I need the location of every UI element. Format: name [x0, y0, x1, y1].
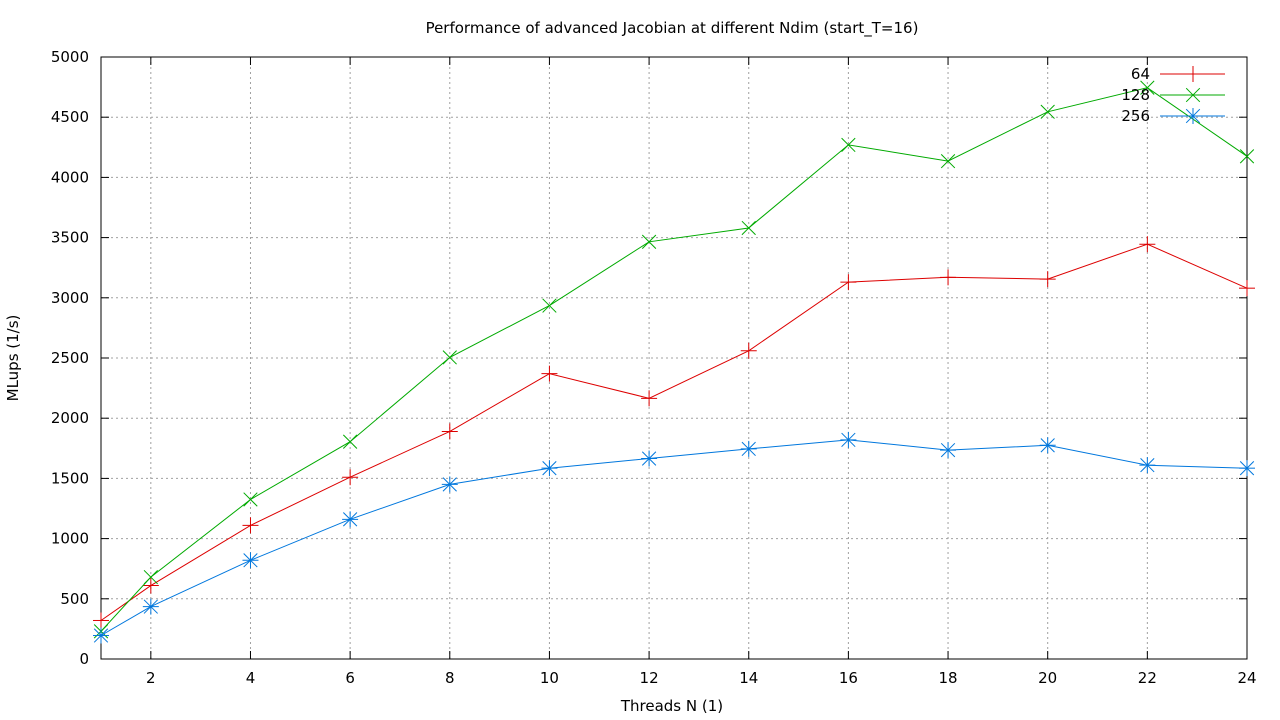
data-point: [1040, 104, 1055, 119]
data-point: [442, 350, 457, 365]
data-point: [243, 492, 258, 507]
legend-label: 256: [1121, 107, 1150, 125]
data-point: [93, 627, 109, 644]
series-128: [93, 80, 1255, 639]
data-point: [142, 577, 159, 594]
data-point: [1039, 437, 1056, 454]
data-point: [1139, 236, 1156, 253]
x-axis-label: Threads N (1): [620, 697, 723, 715]
x-tick-label: 2: [146, 669, 156, 687]
data-point: [342, 469, 359, 486]
x-tick-label: 10: [540, 669, 559, 687]
series-line: [100, 243, 1248, 621]
data-point: [93, 612, 109, 629]
data-point: [840, 431, 857, 448]
grid: [101, 57, 1247, 659]
x-tick-label: 22: [1138, 669, 1157, 687]
data-point: [1239, 280, 1255, 297]
x-tick-label: 16: [839, 669, 858, 687]
y-tick-label: 4000: [51, 168, 89, 186]
data-point: [541, 460, 558, 477]
data-point: [441, 423, 458, 440]
data-point: [940, 269, 957, 286]
data-point: [841, 137, 856, 153]
series-group: [93, 80, 1255, 644]
x-tick-label: 4: [246, 669, 256, 687]
x-tick-label: 18: [938, 669, 957, 687]
data-point: [641, 390, 658, 407]
legend-label: 64: [1131, 65, 1150, 83]
data-point: [1239, 149, 1255, 164]
data-point: [342, 511, 359, 528]
data-point: [741, 220, 756, 236]
data-point: [1139, 457, 1156, 474]
axis-ticks: 0 500 1000 1500 2000 2500 3000 3500 4000 4500 5000…: [51, 48, 1257, 687]
data-point: [1140, 80, 1155, 95]
data-point: [242, 552, 259, 569]
chart-title: Performance of advanced Jacobian at diff…: [426, 19, 919, 38]
y-tick-label: 4500: [51, 108, 89, 126]
series-line: [100, 87, 1248, 632]
y-tick-label: 0: [79, 650, 89, 668]
legend: 64 128 256: [1121, 65, 1225, 125]
data-point: [342, 434, 358, 449]
data-point: [1039, 271, 1056, 288]
data-point: [441, 476, 458, 493]
y-tick-label: 2500: [51, 349, 89, 367]
y-tick-label: 1500: [51, 469, 89, 487]
data-point: [1239, 460, 1255, 477]
y-axis-label: MLups (1/s): [4, 315, 22, 402]
data-point: [840, 274, 857, 291]
data-point: [143, 569, 158, 585]
legend-label: 128: [1121, 86, 1150, 104]
data-point: [541, 365, 558, 382]
series-line: [100, 439, 1248, 636]
y-tick-label: 500: [60, 590, 89, 608]
data-point: [542, 298, 557, 313]
legend-marker: [1185, 87, 1201, 103]
legend-marker: [1185, 66, 1201, 82]
y-tick-label: 2000: [51, 409, 89, 427]
x-tick-label: 12: [640, 669, 659, 687]
data-point: [641, 450, 658, 467]
x-tick-label: 6: [345, 669, 355, 687]
legend-marker: [1185, 108, 1201, 124]
y-tick-label: 1000: [51, 530, 89, 548]
data-point: [740, 342, 757, 359]
x-tick-label: 24: [1237, 669, 1256, 687]
data-point: [142, 598, 159, 615]
series-64: [93, 236, 1255, 629]
x-tick-label: 14: [739, 669, 758, 687]
x-tick-label: 8: [445, 669, 455, 687]
data-point: [940, 442, 957, 459]
x-tick-label: 20: [1038, 669, 1057, 687]
y-tick-label: 3500: [51, 229, 89, 247]
y-tick-label: 5000: [51, 48, 89, 66]
series-256: [93, 431, 1255, 644]
data-point: [641, 234, 657, 249]
data-point: [242, 517, 259, 534]
data-point: [740, 440, 757, 457]
data-point: [940, 153, 956, 169]
y-tick-label: 3000: [51, 289, 89, 307]
